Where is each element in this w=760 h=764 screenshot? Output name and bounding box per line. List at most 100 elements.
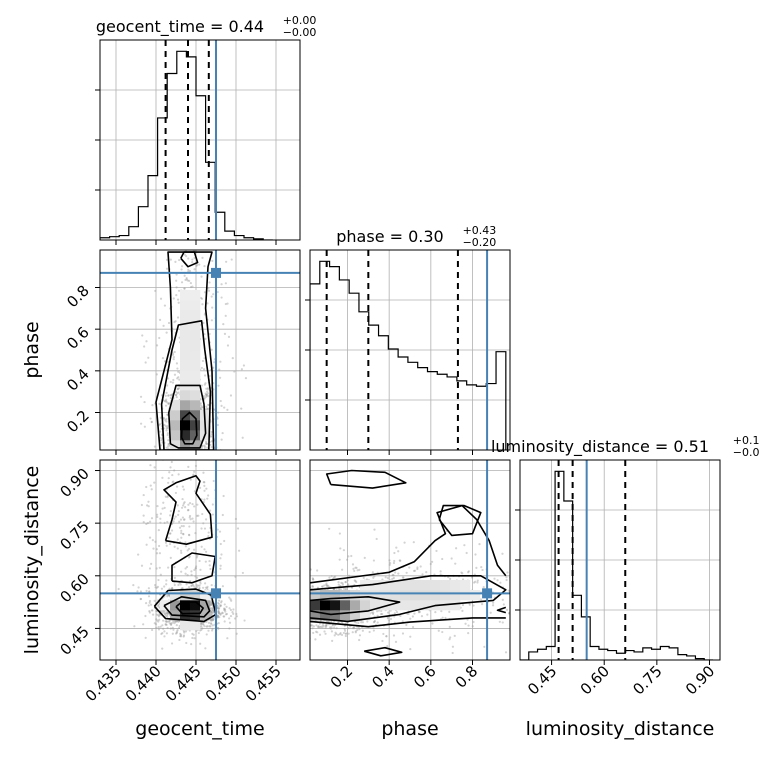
sample-point [294,603,296,605]
sample-point [263,616,265,618]
density-cell [190,340,201,351]
sample-point [192,585,196,588]
sample-point [217,236,219,238]
sample-point [148,611,151,614]
sample-point [441,630,444,634]
sample-point [280,608,282,610]
sample-point [468,603,471,606]
sample-point [186,451,188,453]
sample-point [165,391,168,394]
sample-point [169,396,172,400]
sample-point [297,600,299,602]
sample-point [157,620,160,623]
sample-point [289,606,291,608]
sample-point [288,604,290,606]
sample-point [376,614,379,617]
sample-point [474,580,477,583]
sample-point [290,608,292,610]
sample-point [229,394,233,397]
sample-point [358,568,361,571]
sample-point [315,624,318,627]
sample-point [157,625,160,629]
sample-point [501,552,504,555]
sample-point [296,617,298,619]
sample-point [306,602,308,604]
sample-point [325,624,328,627]
y-axis-label-phase: phase [21,321,43,378]
sample-point [160,463,162,465]
sample-point [289,633,291,635]
sample-point [337,583,340,586]
sample-point [152,464,154,466]
sample-point [333,634,336,637]
contour-line [310,596,401,616]
y-tick-label: 0.75 [56,517,92,553]
sample-point [182,483,184,485]
sample-point [300,594,302,596]
sample-point [489,611,492,614]
sample-point [193,505,196,508]
sample-point [169,393,173,397]
sample-point [229,237,231,239]
sample-point [216,606,219,609]
sample-point [219,557,222,560]
sample-point [394,571,397,574]
sample-point [300,608,302,610]
sample-point [292,609,294,611]
sample-point [190,246,192,248]
contour-line [310,617,506,628]
sample-point [290,606,292,608]
sample-point [169,623,173,626]
contour-line [325,469,407,489]
sample-point [160,587,164,590]
sample-point [178,526,182,529]
sample-point [194,567,197,570]
sample-point [205,393,208,397]
sample-point [297,614,299,616]
sample-point [203,548,206,551]
sample-point [171,632,174,635]
sample-point [173,454,175,456]
sample-point [467,631,470,635]
sample-point [294,600,296,602]
sample-point [169,162,171,164]
sample-point [222,494,225,498]
sample-point [187,450,189,452]
sample-point [296,625,298,627]
sample-point [323,584,326,587]
sample-point [159,439,163,442]
sample-point [174,194,176,196]
sample-point [523,602,525,604]
sample-point [290,612,292,614]
sample-point [163,630,166,633]
sample-point [199,486,202,489]
sample-point [431,560,434,563]
sample-point [166,613,169,616]
sample-point [197,460,199,462]
sample-point [534,572,536,574]
sample-point [200,275,203,278]
sample-point [133,218,135,220]
sample-point [405,571,408,574]
sample-point [192,479,194,481]
sample-point [212,293,215,296]
sample-point [190,573,193,576]
sample-point [168,587,171,590]
sample-point [355,580,358,584]
sample-point [307,564,309,566]
sample-point [409,635,412,638]
sample-point [144,614,147,618]
sample-point [267,587,269,589]
sample-point [202,368,206,371]
sample-point [293,612,295,614]
sample-point [240,368,243,371]
sample-point [202,623,205,626]
sample-point [294,590,296,592]
sample-point [372,620,376,624]
sample-point [211,618,215,621]
sample-point [181,485,184,488]
x-tick-label: 0.445 [162,662,205,705]
sample-point [165,544,168,547]
sample-point [148,601,151,604]
sample-point [162,514,164,516]
